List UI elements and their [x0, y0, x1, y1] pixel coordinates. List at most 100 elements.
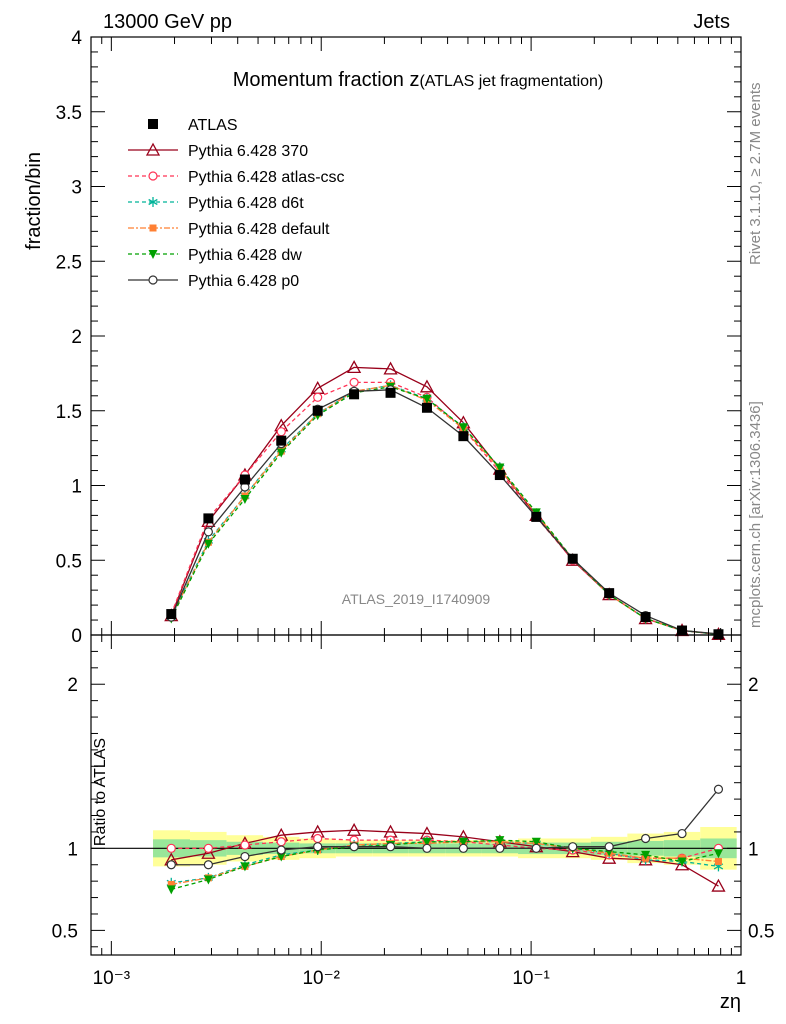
- ratio-point-pythia-6-428-370: [346, 822, 362, 836]
- point-atlas: [276, 435, 287, 446]
- ratio-point-pythia-6-428-dw: [203, 875, 213, 885]
- x-axis-label: zη: [720, 991, 741, 1013]
- legend-label-pythia-6-428-default: Pythia 6.428 default: [188, 221, 330, 238]
- point-pythia-6-428-dw: [422, 394, 432, 404]
- ratio-point-pythia-6-428-dw: [422, 837, 432, 847]
- legend-marker-pythia-6-428-default: [149, 224, 157, 232]
- point-atlas: [531, 511, 542, 522]
- y-tick-label: 3: [71, 178, 82, 199]
- x-tick-label: 10⁻²: [302, 968, 340, 989]
- legend-label-pythia-6-428-atlas-csc: Pythia 6.428 atlas-csc: [188, 169, 345, 186]
- point-atlas: [385, 387, 396, 398]
- point-atlas: [203, 513, 214, 524]
- ratio-point-pythia-6-428-p0: [640, 833, 651, 844]
- point-pythia-6-428-dw: [276, 448, 286, 458]
- point-atlas: [166, 609, 177, 620]
- point-atlas: [713, 629, 724, 640]
- header-process-label: Jets: [693, 11, 730, 33]
- ratio-tick-label-left: 2: [67, 675, 78, 696]
- point-pythia-6-428-dw: [495, 463, 505, 473]
- y-tick-label: 2.5: [56, 252, 82, 273]
- ratio-line-pythia-6-428-atlas-csc: [171, 837, 719, 859]
- chart-title-main: Momentum fraction z: [233, 69, 420, 91]
- point-atlas: [567, 553, 578, 564]
- legend-label-atlas: ATLAS: [188, 117, 238, 134]
- ratio-point-pythia-6-428-dw: [458, 837, 468, 847]
- point-pythia-6-428-dw: [240, 494, 250, 504]
- point-atlas: [604, 588, 615, 599]
- ratio-point-pythia-6-428-p0: [713, 784, 724, 794]
- ratio-point-pythia-6-428-dw: [495, 836, 505, 846]
- ratio-point-pythia-6-428-p0: [531, 843, 541, 853]
- ratio-tick-label-right: 0.5: [748, 921, 774, 942]
- ratio-point-pythia-6-428-atlas-csc: [240, 840, 250, 850]
- ratio-point-pythia-6-428-p0: [385, 842, 396, 852]
- ratio-point-pythia-6-428-dw: [166, 885, 176, 895]
- ratio-point-pythia-6-428-atlas-csc: [203, 843, 213, 853]
- y-tick-label: 1.5: [56, 402, 82, 423]
- point-pythia-6-428-370: [346, 360, 362, 374]
- x-tick-label: 10⁻³: [93, 968, 131, 989]
- point-pythia-6-428-370: [383, 361, 398, 375]
- y-tick-label: 0.5: [56, 551, 82, 572]
- ratio-point-pythia-6-428-dw: [240, 862, 250, 872]
- chart-title-suffix: (ATLAS jet fragmentation): [419, 73, 603, 90]
- ratio-point-pythia-6-428-dw: [276, 852, 286, 862]
- main-panel: 0 0.5 1 1.5 2 2.5 3 3.5 4: [56, 28, 742, 647]
- series-line-pythia-6-428-dw: [170, 386, 719, 635]
- star-stroke: [148, 198, 158, 206]
- point-pythia-6-428-p0: [203, 527, 213, 537]
- point-pythia-6-428-dw: [203, 539, 213, 549]
- ratio-point-pythia-6-428-atlas-csc: [276, 837, 286, 847]
- ratio-point-pythia-6-428-p0: [604, 842, 614, 852]
- point-pythia-6-428-atlas-csc: [276, 427, 286, 437]
- ratio-point-pythia-6-428-p0: [166, 860, 176, 870]
- ratio-point-pythia-6-428-atlas-csc: [166, 843, 176, 853]
- legend-label-pythia-6-428-d6t: Pythia 6.428 d6t: [188, 195, 304, 212]
- legend-marker-pythia-6-428-atlas-csc: [148, 171, 158, 181]
- ratio-line-pythia-6-428-370: [171, 829, 719, 887]
- ratio-point-pythia-6-428-p0: [422, 843, 432, 853]
- ratio-point-pythia-6-428-p0: [240, 851, 250, 862]
- ratio-line-pythia-6-428-dw: [171, 839, 719, 890]
- ratio-point-pythia-6-428-p0: [458, 843, 468, 853]
- ratio-tick-label-right: 1: [748, 839, 759, 860]
- ratio-point-pythia-6-428-370: [201, 845, 216, 859]
- point-atlas: [458, 431, 469, 442]
- ratio-point-pythia-6-428-default: [167, 880, 175, 888]
- point-pythia-6-428-atlas-csc: [313, 392, 323, 402]
- ratio-point-pythia-6-428-dw: [531, 837, 541, 847]
- y-axis-label: fraction/bin: [23, 152, 45, 250]
- ratio-point-pythia-6-428-370: [674, 857, 690, 871]
- ratio-point-pythia-6-428-p0: [568, 842, 578, 852]
- x-tick-label: 1: [736, 968, 747, 989]
- legend-marker-atlas: [148, 119, 158, 129]
- y-tick-label: 4: [71, 28, 82, 49]
- ratio-tick-label-left: 0.5: [52, 921, 78, 942]
- point-pythia-6-428-370: [419, 379, 435, 393]
- legend: ATLAS Pythia 6.428 370 Pythia 6.428 atlas-…: [128, 117, 345, 290]
- point-atlas: [349, 389, 360, 400]
- ratio-point-pythia-6-428-default: [714, 857, 722, 865]
- point-atlas: [494, 470, 505, 481]
- legend-marker-pythia-6-428-d6t: [148, 197, 158, 207]
- ratio-point-pythia-6-428-p0: [313, 842, 323, 852]
- ratio-point-pythia-6-428-p0: [276, 845, 286, 855]
- ratio-point-pythia-6-428-dw: [677, 857, 687, 867]
- ratio-point-pythia-6-428-p0: [677, 828, 687, 839]
- legend-label-pythia-6-428-p0: Pythia 6.428 p0: [188, 273, 299, 290]
- mcplots-source-label: mcplots.cern.ch [arXiv:1306.3436]: [747, 401, 764, 628]
- ratio-line-pythia-6-428-default: [171, 841, 719, 886]
- ratio-point-pythia-6-428-p0: [495, 843, 505, 853]
- ratio-point-pythia-6-428-atlas-csc: [313, 833, 323, 844]
- rivet-version-label: Rivet 3.1.10, ≥ 2.7M events: [747, 83, 764, 266]
- point-pythia-6-428-atlas-csc: [349, 377, 359, 387]
- ratio-frame: [90, 634, 742, 956]
- point-atlas: [421, 402, 432, 413]
- y-tick-label: 3.5: [56, 103, 82, 124]
- point-atlas: [312, 405, 323, 416]
- ratio-point-pythia-6-428-p0: [203, 860, 213, 870]
- point-atlas: [677, 625, 688, 636]
- chart-title: Momentum fraction z(ATLAS jet fragmentat…: [233, 69, 604, 91]
